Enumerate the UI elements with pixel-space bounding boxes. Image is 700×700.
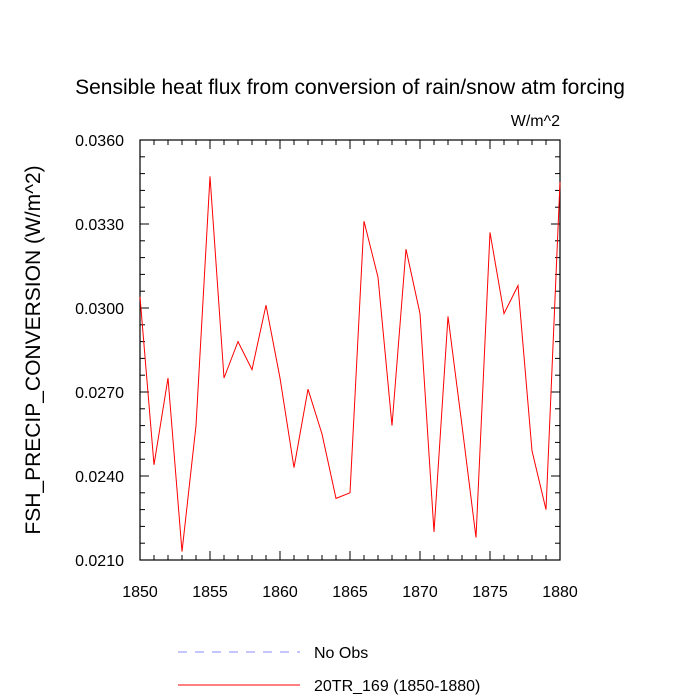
plot-border bbox=[139, 139, 561, 561]
y-axis-ticks: 0.0210 0.0240 0.0270 0.0300 0.0330 0.0360 bbox=[75, 133, 560, 570]
y-tick-label: 0.0240 bbox=[75, 469, 124, 486]
plot-frame bbox=[139, 139, 561, 561]
x-tick-label: 1865 bbox=[332, 584, 368, 601]
legend: No Obs 20TR_169 (1850-1880) bbox=[178, 645, 480, 695]
y-axis-title: FSH_PRECIP_CONVERSION (W/m^2) bbox=[22, 165, 45, 534]
x-tick-label: 1875 bbox=[472, 584, 508, 601]
y-tick-label: 0.0300 bbox=[75, 301, 124, 318]
legend-label: No Obs bbox=[314, 645, 368, 662]
y-tick-label: 0.0360 bbox=[75, 133, 124, 150]
series-line bbox=[139, 176, 561, 552]
y-tick-label: 0.0270 bbox=[75, 385, 124, 402]
x-tick-label: 1855 bbox=[192, 584, 228, 601]
x-tick-label: 1870 bbox=[402, 584, 438, 601]
legend-label: 20TR_169 (1850-1880) bbox=[314, 678, 480, 695]
y-tick-label: 0.0210 bbox=[75, 553, 124, 570]
x-tick-label: 1880 bbox=[542, 584, 578, 601]
y-tick-label: 0.0330 bbox=[75, 217, 124, 234]
series-layer bbox=[139, 176, 561, 552]
x-tick-label: 1850 bbox=[122, 584, 158, 601]
x-axis-ticks: 1850 1855 1860 1865 1870 1875 1880 bbox=[122, 140, 578, 601]
chart-title: Sensible heat flux from conversion of ra… bbox=[75, 76, 625, 99]
x-tick-label: 1860 bbox=[262, 584, 298, 601]
units-label: W/m^2 bbox=[511, 113, 560, 130]
